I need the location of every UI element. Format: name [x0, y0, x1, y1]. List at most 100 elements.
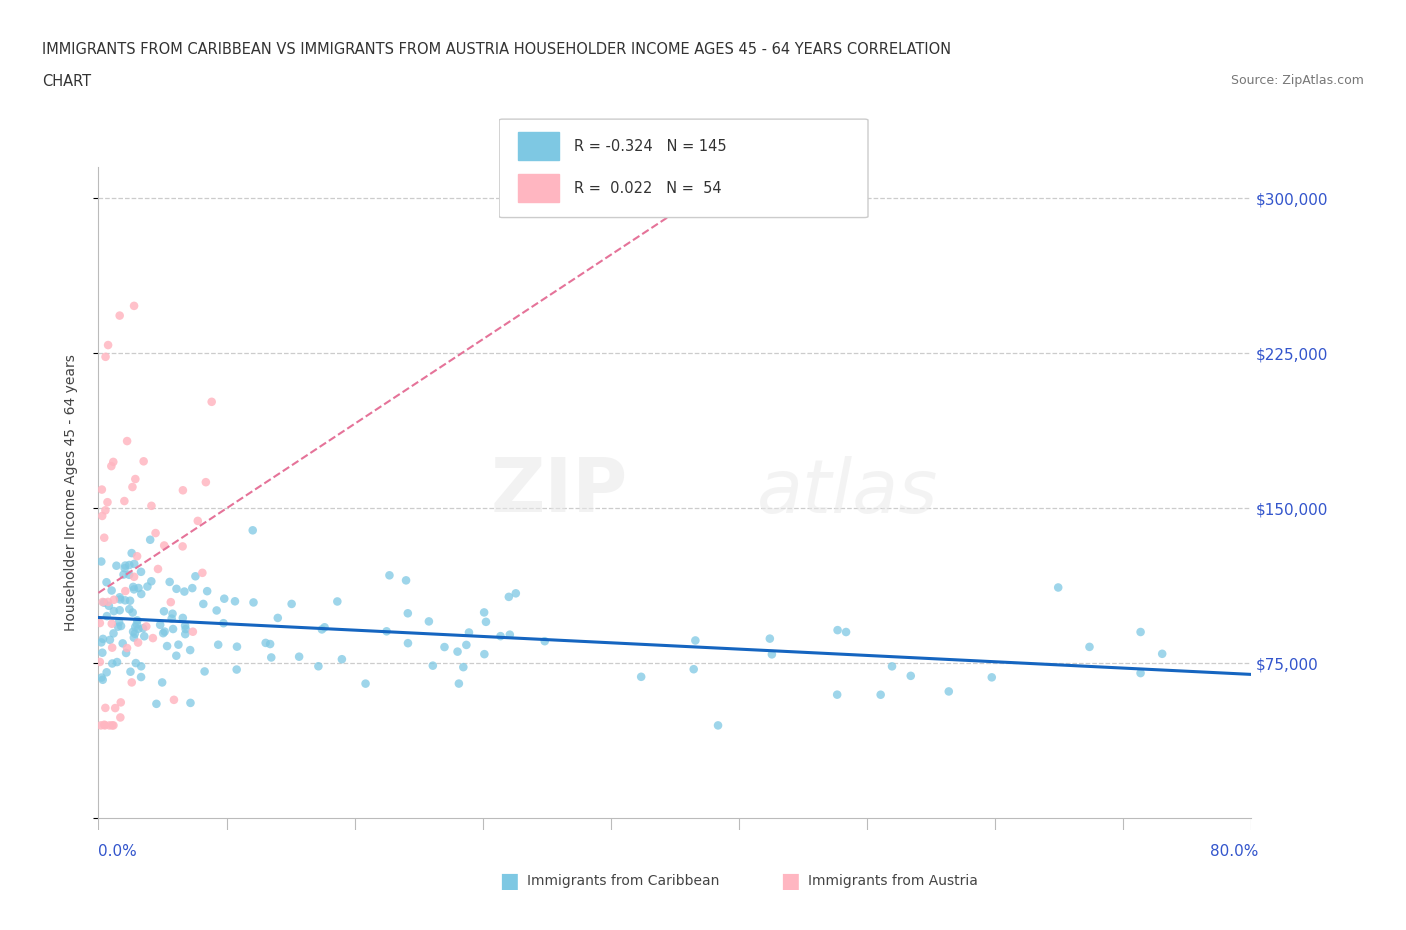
Point — [1152, 646, 1174, 661]
Point — [938, 684, 960, 698]
Point — [456, 637, 478, 652]
Point — [104, 700, 127, 715]
Point — [91, 594, 114, 609]
Point — [980, 670, 1002, 684]
Point — [120, 664, 142, 679]
Point — [474, 646, 496, 661]
Point — [98, 718, 121, 733]
Point — [207, 637, 229, 652]
Point — [115, 641, 138, 656]
Point — [129, 565, 152, 579]
Point — [166, 581, 188, 596]
Point — [307, 658, 329, 673]
Point — [125, 617, 148, 631]
Point — [191, 565, 214, 580]
Point — [172, 539, 194, 554]
Point — [103, 455, 125, 470]
Point — [193, 596, 215, 611]
Point — [129, 587, 152, 602]
Point — [174, 618, 197, 633]
Point — [205, 603, 228, 618]
Point — [91, 645, 114, 660]
Point — [114, 558, 136, 573]
Point — [149, 618, 172, 632]
Point — [91, 631, 114, 646]
Point — [173, 584, 195, 599]
Point — [127, 635, 149, 650]
Point — [93, 717, 115, 732]
Point — [759, 631, 782, 646]
Point — [141, 574, 163, 589]
Point — [96, 495, 118, 510]
Point — [94, 700, 117, 715]
Point — [1129, 666, 1152, 681]
Point — [475, 615, 498, 630]
Point — [90, 482, 112, 497]
Point — [225, 662, 247, 677]
Point — [194, 664, 217, 679]
Point — [242, 523, 264, 538]
Point — [165, 648, 187, 663]
Point — [94, 718, 117, 733]
Point — [167, 637, 190, 652]
Point — [226, 639, 249, 654]
Point — [825, 687, 848, 702]
Point — [179, 643, 201, 658]
Point — [127, 621, 149, 636]
Point — [114, 584, 136, 599]
Point — [163, 693, 186, 708]
Point — [224, 594, 246, 609]
Point — [280, 596, 302, 611]
Point — [90, 635, 112, 650]
Point — [90, 554, 112, 569]
Point — [835, 625, 858, 640]
Point — [105, 655, 128, 670]
Point — [181, 624, 204, 639]
Point — [179, 696, 201, 711]
Text: R = -0.324   N = 145: R = -0.324 N = 145 — [574, 139, 727, 153]
Point — [100, 583, 122, 598]
Point — [122, 631, 145, 645]
Point — [259, 637, 281, 652]
Point — [135, 619, 157, 634]
Point — [105, 558, 128, 573]
Point — [260, 650, 283, 665]
Point — [880, 659, 903, 674]
Point — [134, 629, 156, 644]
Point — [184, 569, 207, 584]
Point — [101, 640, 124, 655]
Point — [129, 658, 152, 673]
Point — [418, 614, 440, 629]
Point — [172, 483, 194, 498]
Point — [103, 626, 125, 641]
Point — [122, 579, 145, 594]
Point — [110, 710, 132, 724]
Point — [162, 606, 184, 621]
Point — [153, 624, 176, 639]
Text: ■: ■ — [780, 870, 800, 891]
Bar — [517, 174, 558, 203]
Point — [156, 639, 179, 654]
Point — [136, 579, 159, 594]
Text: ZIP: ZIP — [491, 456, 628, 528]
Text: Immigrants from Caribbean: Immigrants from Caribbean — [527, 873, 720, 888]
Point — [124, 472, 146, 486]
Point — [146, 562, 169, 577]
Point — [124, 619, 146, 634]
Point — [118, 602, 141, 617]
Point — [118, 558, 141, 573]
Point — [254, 635, 277, 650]
Point — [201, 394, 224, 409]
Point — [114, 593, 136, 608]
Point — [96, 665, 118, 680]
Point — [153, 604, 176, 618]
Text: R =  0.022   N =  54: R = 0.022 N = 54 — [574, 181, 721, 196]
Point — [162, 621, 184, 636]
Point — [97, 594, 120, 609]
Point — [103, 718, 125, 733]
Point — [395, 573, 418, 588]
Point — [121, 675, 143, 690]
Point — [127, 549, 149, 564]
Point — [97, 598, 120, 613]
Point — [433, 640, 456, 655]
